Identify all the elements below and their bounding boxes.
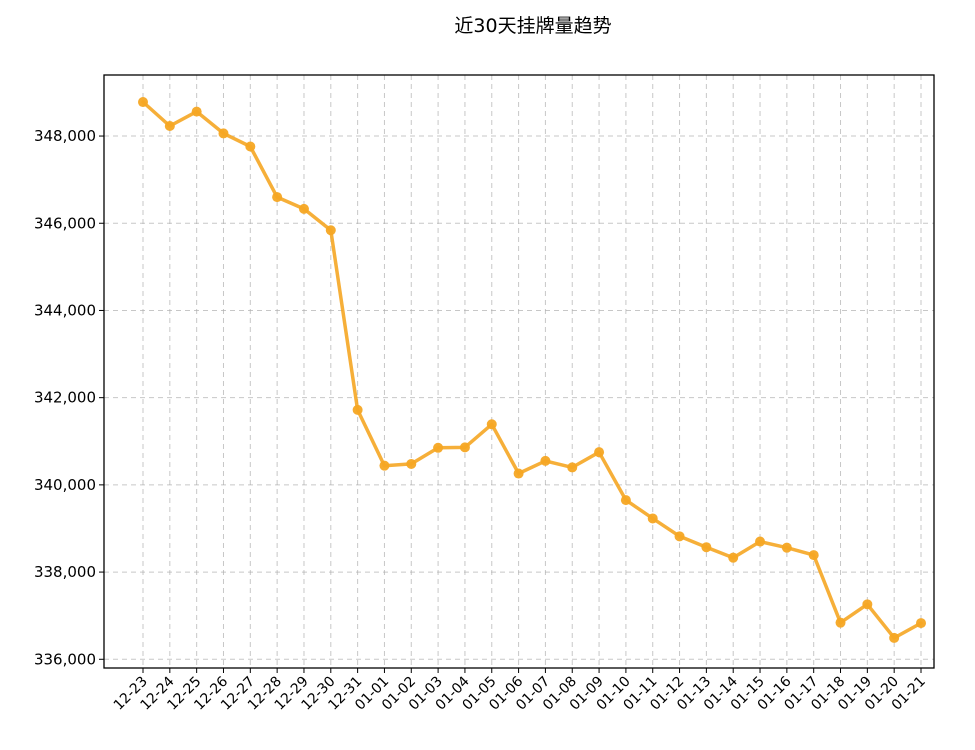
data-point: [191, 106, 202, 117]
data-point: [325, 225, 336, 236]
data-point: [459, 442, 470, 453]
data-point: [379, 460, 390, 471]
y-tick-label: 346,000: [34, 214, 96, 232]
data-point: [245, 141, 256, 152]
data-point: [781, 542, 792, 553]
data-point: [433, 442, 444, 453]
data-point: [138, 97, 148, 108]
data-point: [406, 458, 417, 469]
data-point: [889, 632, 900, 643]
series-line: [141, 100, 923, 640]
chart-title: 近30天挂牌量趋势: [454, 15, 611, 37]
data-point: [647, 513, 658, 524]
data-point: [567, 462, 578, 473]
y-tick-label: 336,000: [34, 650, 96, 668]
plot-frame: [103, 74, 935, 669]
y-tick-label: 342,000: [34, 389, 96, 407]
data-point: [272, 192, 283, 203]
y-tick-label: 348,000: [34, 127, 96, 145]
data-point: [594, 447, 605, 458]
data-point: [862, 599, 873, 610]
data-point: [298, 203, 309, 214]
data-point: [755, 536, 766, 547]
series-layer: [138, 97, 926, 643]
data-point: [352, 404, 363, 415]
data-point: [701, 542, 712, 553]
axes: 12-2312-2412-2512-2612-2712-2812-2912-30…: [34, 127, 929, 714]
data-point: [674, 531, 685, 542]
y-tick-label: 338,000: [34, 563, 96, 581]
data-point: [164, 121, 175, 132]
grid: [104, 75, 934, 668]
data-point: [620, 495, 631, 506]
y-tick-label: 340,000: [34, 476, 96, 494]
data-point: [728, 552, 739, 563]
data-point: [540, 455, 551, 466]
data-point: [218, 128, 229, 139]
data-point: [835, 617, 846, 628]
data-point: [486, 419, 497, 430]
data-point: [513, 468, 524, 479]
y-tick-label: 344,000: [34, 301, 96, 319]
data-point: [916, 618, 926, 629]
data-point: [808, 550, 819, 561]
